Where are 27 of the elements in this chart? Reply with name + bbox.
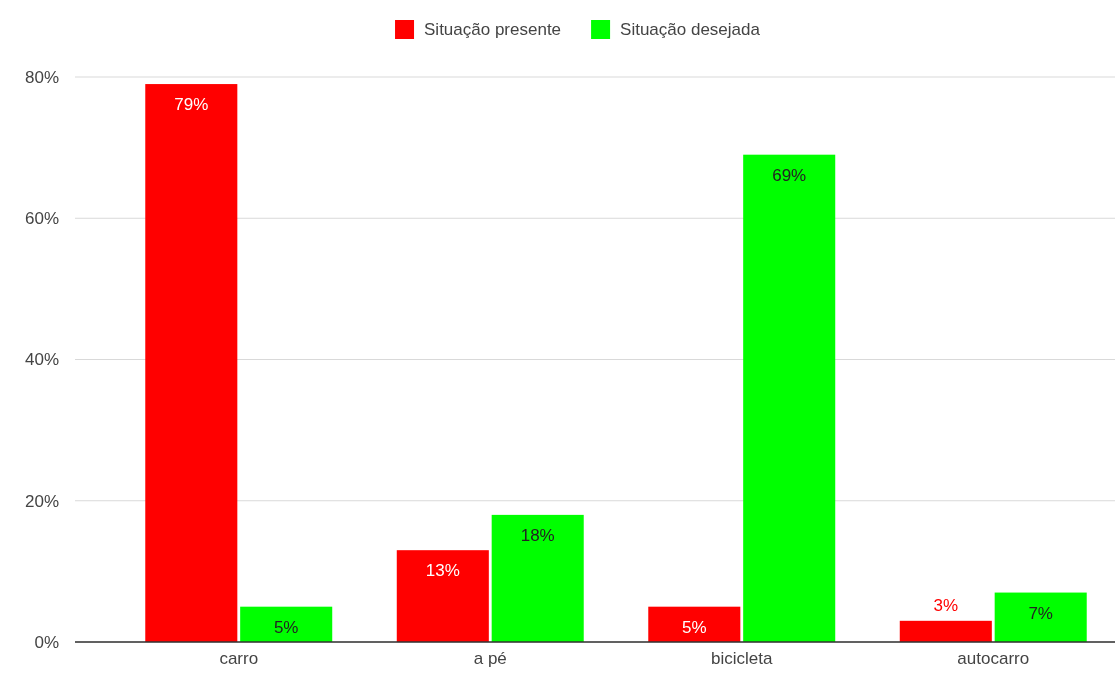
data-label: 69%: [772, 165, 807, 185]
y-tick-label: 0%: [34, 632, 59, 652]
data-label: 79%: [174, 95, 209, 115]
bar: [145, 84, 238, 642]
y-tick-label: 80%: [24, 67, 59, 87]
legend-label: Situação presente: [424, 20, 562, 39]
bar: [899, 620, 992, 642]
data-label: 3%: [933, 595, 959, 615]
bar: [396, 550, 489, 642]
x-tick-label: a pé: [473, 649, 507, 669]
data-label: 13%: [425, 561, 460, 581]
bar: [240, 606, 333, 642]
x-tick-label: bicicleta: [711, 649, 773, 669]
data-label: 18%: [520, 525, 555, 545]
y-tick-label: 60%: [24, 209, 59, 229]
y-tick-label: 20%: [24, 491, 59, 511]
x-tick-label: autocarro: [957, 649, 1030, 669]
x-tick-label: carro: [219, 649, 259, 669]
y-tick-label: 40%: [24, 350, 59, 370]
bar: [743, 154, 836, 642]
bar: [648, 606, 741, 642]
data-label: 7%: [1028, 603, 1053, 623]
data-label: 5%: [273, 617, 299, 637]
bar: [994, 592, 1087, 642]
legend-label: Situação desejada: [620, 20, 761, 39]
data-label: 5%: [682, 617, 707, 637]
bar: [491, 514, 584, 642]
